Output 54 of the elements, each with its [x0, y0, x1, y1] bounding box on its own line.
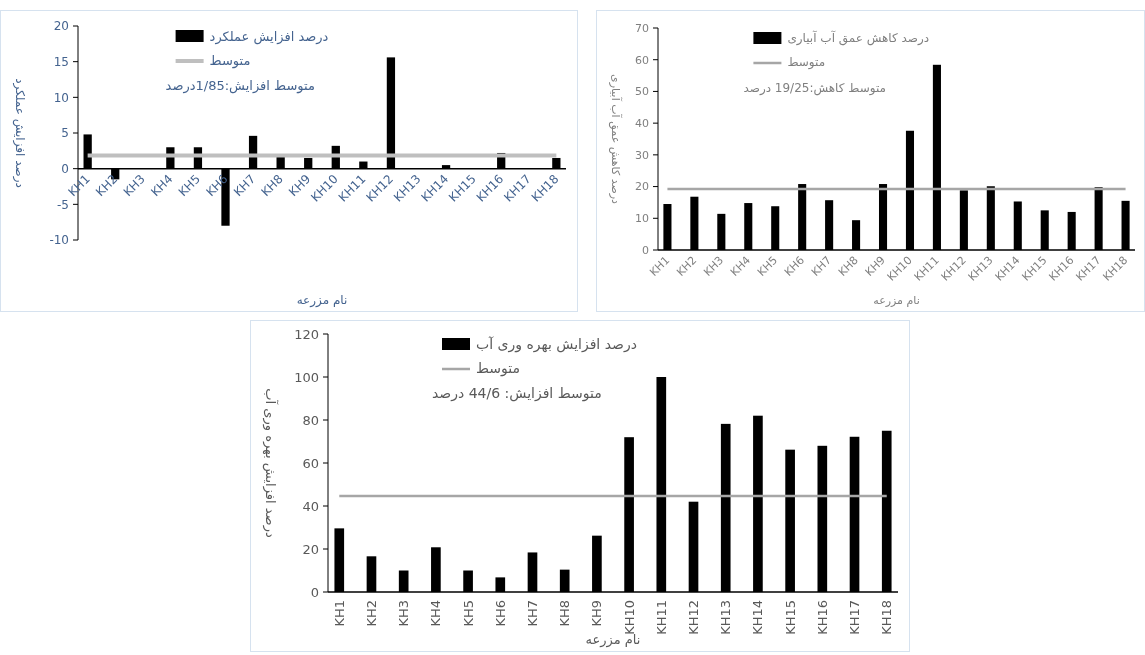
y-tick-label: -5: [57, 197, 69, 212]
x-tick-label: KH13: [718, 600, 734, 635]
x-tick-label: KH16: [814, 600, 830, 635]
y-tick-label: 20: [635, 180, 649, 194]
x-axis-title: نام مزرعه: [873, 294, 920, 307]
x-axis-title: نام مزرعه: [296, 293, 348, 308]
y-tick-label: -10: [49, 233, 69, 248]
x-tick-label: KH6: [492, 600, 508, 627]
y-tick-label: 20: [53, 19, 69, 34]
y-axis-title: درصد کاهش عمق آب آبیاری: [608, 74, 623, 205]
y-tick-label: 40: [635, 116, 649, 130]
legend-label: درصد افزایش بهره وری آب: [476, 335, 637, 353]
y-tick-label: 5: [61, 126, 69, 141]
legend-label: درصد افزایش عملکرد: [209, 28, 329, 45]
y-tick-label: 0: [642, 243, 649, 257]
legend-label: درصد کاهش عمق آب آبیاری: [787, 30, 930, 47]
legend-label: متوسط: [476, 359, 520, 377]
annotation: متوسط افزایش: 44/6 درصد: [432, 385, 602, 402]
y-tick-label: 10: [635, 212, 649, 226]
y-tick-label: 60: [302, 455, 319, 471]
y-tick-label: 30: [635, 148, 649, 162]
x-tick-label: KH3: [396, 600, 412, 627]
legend-label: متوسط: [209, 52, 251, 69]
annotation: متوسط کاهش:19/25 درصد: [743, 81, 886, 96]
x-tick-label: KH15: [782, 600, 798, 635]
x-tick-label: KH18: [879, 600, 895, 635]
y-tick-label: 15: [53, 54, 69, 69]
y-tick-label: 80: [302, 412, 319, 428]
x-tick-label: KH4: [428, 600, 444, 627]
y-tick-label: 100: [294, 369, 319, 385]
y-tick-label: 40: [302, 498, 319, 514]
y-tick-label: 60: [635, 53, 649, 67]
x-tick-label: KH2: [364, 600, 380, 627]
y-tick-label: 20: [302, 541, 319, 557]
x-tick-label: KH17: [847, 600, 863, 635]
legend-label: متوسط: [787, 55, 826, 71]
x-tick-label: KH10: [621, 600, 637, 635]
x-tick-label: KH1: [331, 600, 347, 627]
x-tick-label: KH14: [750, 600, 766, 635]
annotation: متوسط افزایش:1/85درصد: [165, 78, 315, 94]
y-axis-title: درصد افزایش عملکرد: [12, 78, 27, 188]
x-tick-label: KH7: [525, 600, 541, 627]
y-tick-label: 120: [294, 326, 319, 342]
y-tick-label: 50: [635, 85, 649, 99]
y-tick-label: 0: [61, 161, 69, 176]
x-tick-label: KH9: [589, 600, 605, 627]
x-tick-label: KH8: [557, 600, 573, 627]
y-axis-title: درصد افزایش بهره وری آب: [262, 388, 279, 538]
x-tick-label: KH11: [653, 600, 669, 635]
y-tick-label: 70: [635, 21, 649, 35]
y-tick-label: 10: [53, 90, 69, 105]
y-tick-label: 0: [310, 584, 319, 600]
x-tick-label: KH12: [686, 600, 702, 635]
x-tick-label: KH5: [460, 600, 476, 627]
